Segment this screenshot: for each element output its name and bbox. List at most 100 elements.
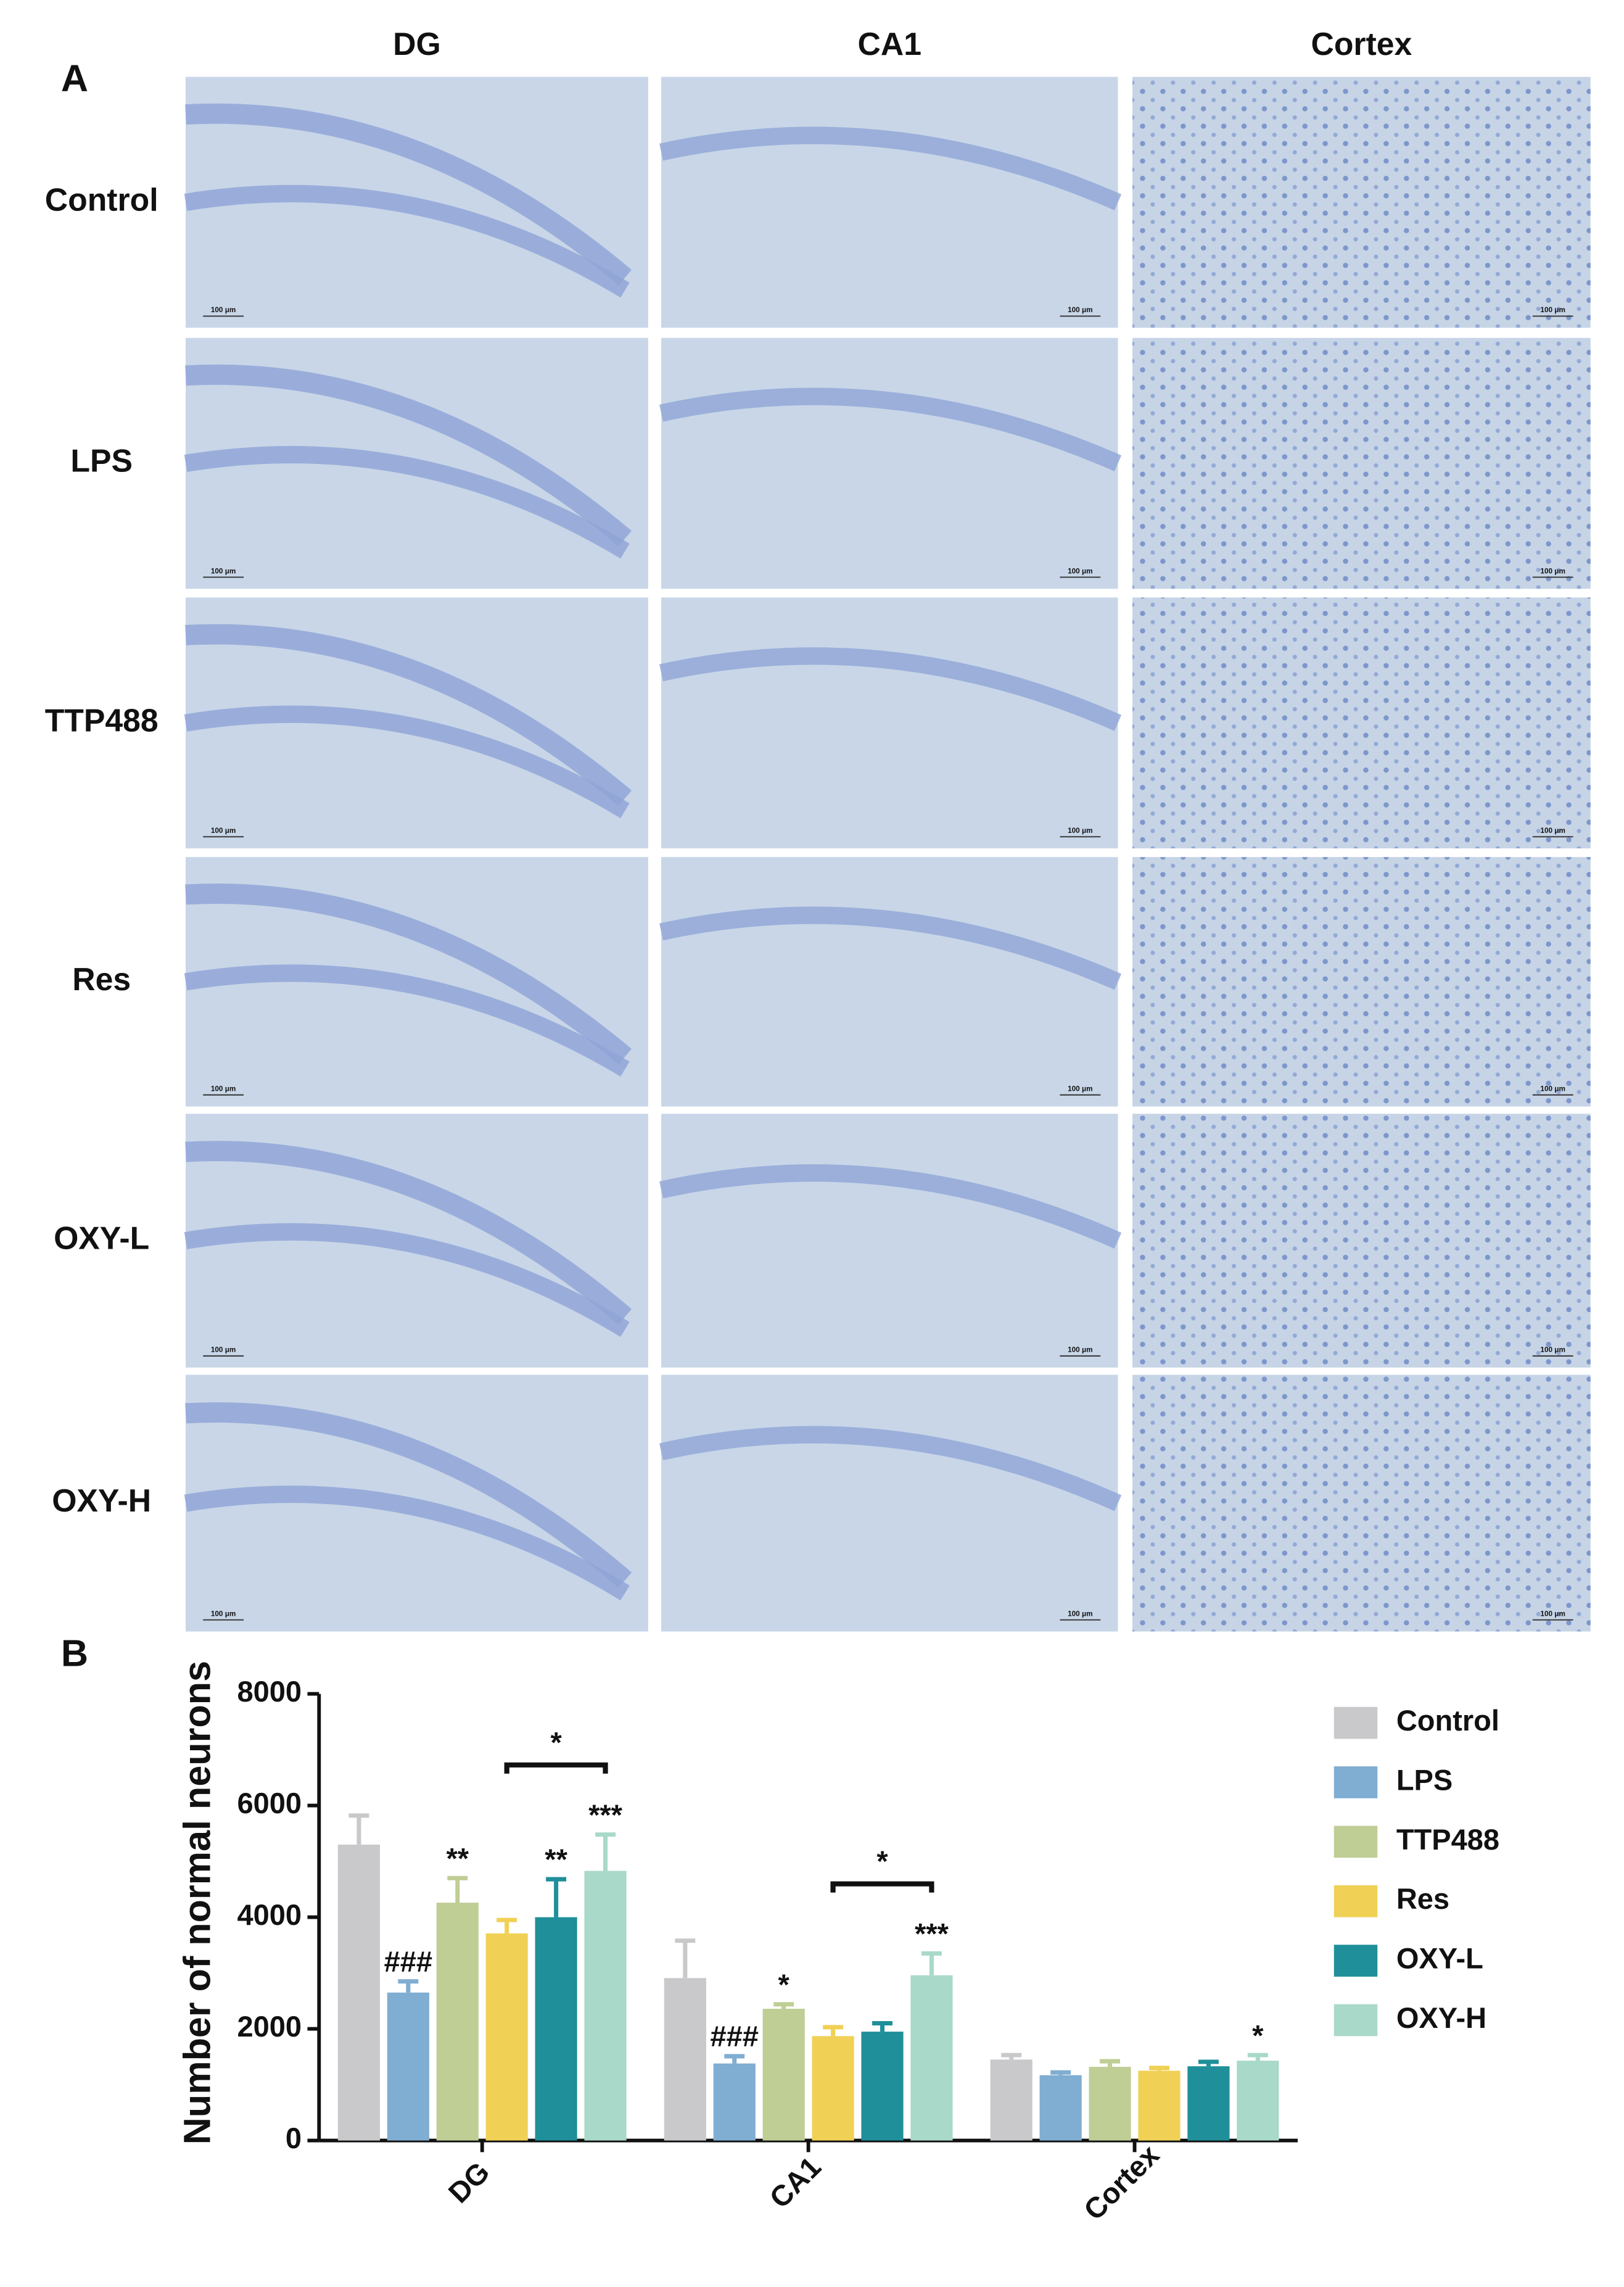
cell-layer xyxy=(659,1426,1122,1512)
scale-bar-label: 100 μm xyxy=(1540,1346,1565,1354)
bar xyxy=(762,2009,805,2141)
cell-layer xyxy=(185,1402,632,1588)
scale-bar-label: 100 μm xyxy=(1068,1610,1093,1618)
significance-label: *** xyxy=(915,1917,949,1950)
row-label: Res xyxy=(72,961,131,997)
bracket-label: * xyxy=(550,1726,562,1758)
panel-label: A xyxy=(61,57,88,99)
column-header: CA1 xyxy=(858,26,921,62)
legend-label: Control xyxy=(1396,1704,1499,1737)
bar xyxy=(436,1903,479,2141)
x-tick-label: CA1 xyxy=(763,2150,827,2214)
significance-label: * xyxy=(778,1968,790,2001)
significance-label: *** xyxy=(588,1798,623,1831)
micrograph xyxy=(1132,337,1591,589)
scale-bar-label: 100 μm xyxy=(1068,1346,1093,1354)
significance-label: ** xyxy=(446,1842,469,1874)
cell-layer xyxy=(184,1486,630,1601)
cell-layer xyxy=(185,364,632,547)
cell-layer xyxy=(185,624,632,806)
cell-layer xyxy=(184,705,630,819)
y-tick-label: 6000 xyxy=(237,1787,302,1819)
legend-swatch xyxy=(1333,1706,1378,1739)
cell-layer xyxy=(184,1223,630,1338)
legend-swatch xyxy=(1333,1945,1378,1977)
scale-bar-label: 100 μm xyxy=(211,306,236,314)
scale-bar-label: 100 μm xyxy=(1540,827,1565,835)
y-tick-label: 2000 xyxy=(237,2010,302,2043)
micrograph xyxy=(1132,1375,1591,1632)
legend-label: TTP488 xyxy=(1396,1823,1499,1856)
legend-swatch xyxy=(1333,1885,1378,1917)
bracket-label: * xyxy=(876,1845,888,1877)
scale-bar-label: 100 μm xyxy=(1068,306,1093,314)
micrograph xyxy=(661,337,1118,589)
cell-layer xyxy=(185,1141,632,1325)
column-header: DG xyxy=(393,26,441,62)
row-label: LPS xyxy=(70,443,133,479)
scale-bar-label: 100 μm xyxy=(1540,1610,1565,1618)
scale-bar-label: 100 μm xyxy=(1540,306,1565,314)
significance-label: ### xyxy=(711,2020,759,2053)
micrograph xyxy=(1132,597,1591,849)
cell-layer xyxy=(659,906,1122,990)
micrograph xyxy=(661,597,1118,849)
bar xyxy=(713,2063,756,2141)
row-label: TTP488 xyxy=(45,702,159,738)
cell-layer xyxy=(659,126,1122,210)
x-tick-label: DG xyxy=(442,2156,495,2209)
cell-layer xyxy=(185,103,632,286)
bar xyxy=(337,1844,381,2141)
bar xyxy=(990,2059,1033,2141)
bar xyxy=(485,1933,528,2141)
legend-label: OXY-L xyxy=(1396,1942,1483,1975)
bar xyxy=(1039,2075,1082,2141)
bar xyxy=(387,1992,429,2141)
y-tick-label: 4000 xyxy=(237,1898,302,1931)
scale-bar-label: 100 μm xyxy=(1068,1085,1093,1093)
scale-bar-label: 100 μm xyxy=(211,1346,236,1354)
row-label: OXY-L xyxy=(54,1220,149,1256)
scale-bar-label: 100 μm xyxy=(1540,567,1565,575)
cell-layer xyxy=(184,445,630,559)
micrograph xyxy=(661,1114,1118,1368)
bar xyxy=(1237,2061,1279,2141)
legend-swatch xyxy=(1333,2004,1378,2037)
scale-bar-label: 100 μm xyxy=(1540,1085,1565,1093)
cell-layer xyxy=(185,883,632,1065)
bar xyxy=(1089,2067,1131,2141)
micrograph xyxy=(1132,77,1591,328)
cell-layer xyxy=(659,1164,1122,1249)
significance-label: * xyxy=(1252,2019,1264,2051)
significance-bracket xyxy=(504,1762,608,1774)
bar xyxy=(664,1978,706,2141)
y-tick-label: 0 xyxy=(286,2122,302,2154)
scale-bar-label: 100 μm xyxy=(1068,567,1093,575)
significance-label: ### xyxy=(384,1945,432,1978)
y-axis-title: Number of normal neurons xyxy=(176,1661,218,2144)
scale-bar-label: 100 μm xyxy=(211,1085,236,1093)
legend-label: OXY-H xyxy=(1396,2001,1486,2034)
y-tick-label: 8000 xyxy=(237,1675,302,1708)
row-label: Control xyxy=(45,182,159,218)
bar xyxy=(535,1917,577,2141)
scale-bar-label: 100 μm xyxy=(211,827,236,835)
bar xyxy=(584,1871,627,2141)
bar xyxy=(812,2036,854,2141)
significance-bracket xyxy=(830,1881,934,1893)
cell-layer xyxy=(659,647,1122,731)
bar xyxy=(910,1975,953,2141)
significance-label: ** xyxy=(545,1843,567,1876)
legend-label: LPS xyxy=(1396,1763,1453,1796)
legend-swatch xyxy=(1333,1826,1378,1858)
micrograph xyxy=(1132,1114,1591,1368)
micrograph xyxy=(661,1375,1118,1632)
row-label: OXY-H xyxy=(52,1483,151,1518)
scale-bar-label: 100 μm xyxy=(211,567,236,575)
panel-label: B xyxy=(61,1632,88,1674)
cell-layer xyxy=(184,964,630,1077)
x-tick-label: Cortex xyxy=(1077,2138,1165,2227)
bar xyxy=(1138,2070,1181,2141)
cell-layer xyxy=(184,184,630,298)
legend-swatch xyxy=(1333,1766,1378,1798)
